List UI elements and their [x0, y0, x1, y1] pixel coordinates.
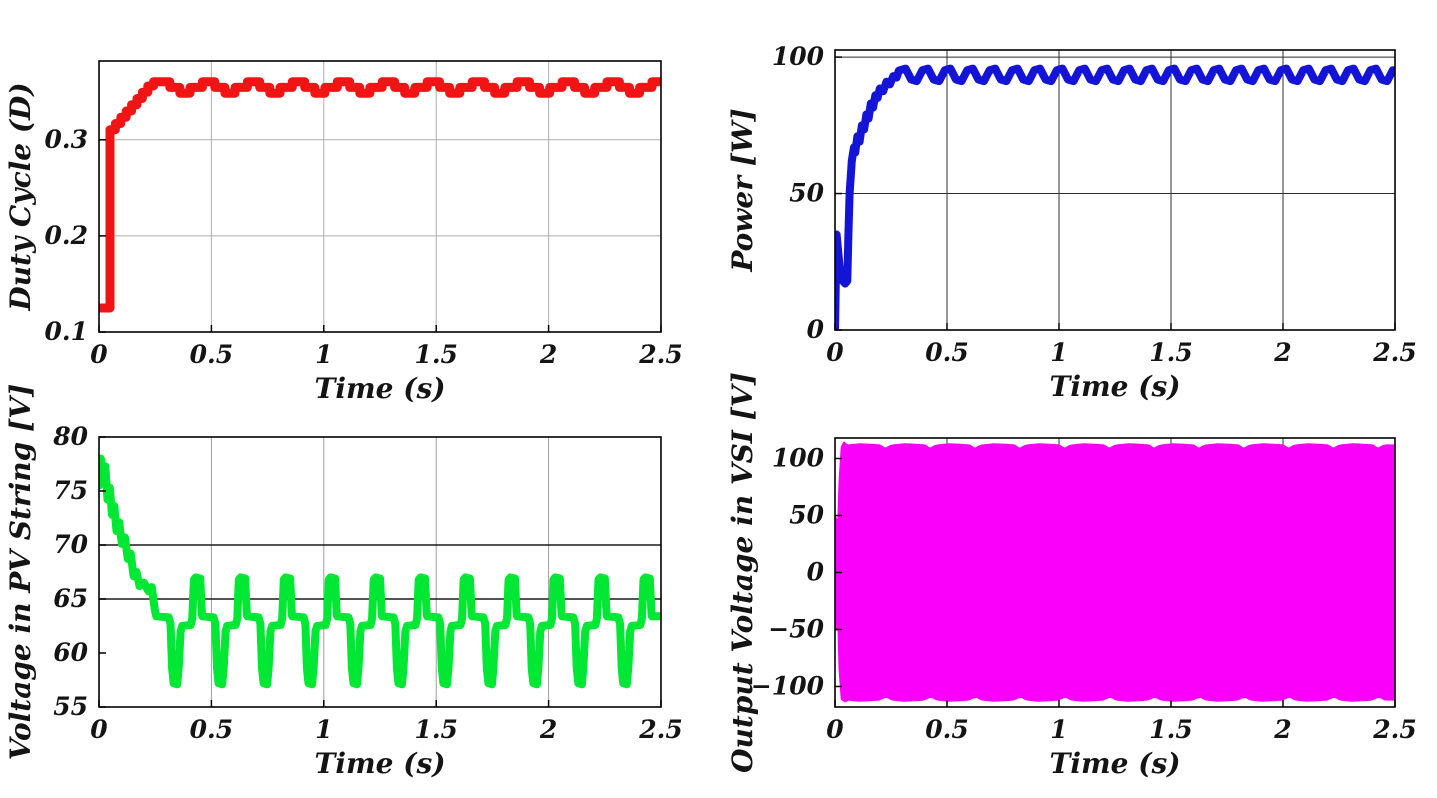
duty-cycle-x-axis-label: Time (s) — [315, 372, 446, 405]
power-x-tick-label: 0 — [826, 338, 844, 367]
power-x-tick-label: 0.5 — [925, 338, 969, 367]
power-y-tick-label: 50 — [789, 179, 824, 208]
vsi-voltage-y-axis-label: Output Voltage in VSI [V] — [726, 372, 759, 773]
vsi-voltage-x-tick-label: 0.5 — [925, 715, 969, 744]
pv-voltage-axes-box — [98, 436, 662, 708]
chart-power: 0 0.5 1 1.5 2 2.5 0 50 100 Time (s) Power [W] — [726, 42, 1417, 403]
pv-voltage-line — [99, 454, 661, 689]
pv-voltage-x-tick-label: 1.5 — [414, 715, 458, 744]
duty-cycle-grid — [99, 61, 661, 332]
duty-cycle-y-tick-label: 0.1 — [45, 317, 89, 346]
pv-voltage-y-tick-label: 80 — [52, 422, 88, 451]
power-y-tick-label: 0 — [807, 315, 825, 344]
pv-voltage-y-tick-label: 65 — [53, 584, 88, 613]
vsi-voltage-y-tick-label: 100 — [772, 444, 825, 473]
pv-voltage-x-axis-label: Time (s) — [315, 747, 446, 780]
pv-voltage-y-tick-label: 55 — [53, 692, 88, 721]
power-x-tick-label: 1 — [1050, 338, 1067, 367]
pv-voltage-y-tick-label: 75 — [53, 476, 88, 505]
pv-voltage-x-tick-label: 1 — [315, 715, 332, 744]
pv-voltage-x-tick-label: 2 — [539, 715, 557, 744]
duty-cycle-y-tick-label: 0.2 — [45, 221, 89, 250]
vsi-voltage-x-tick-label: 2.5 — [1372, 715, 1417, 744]
pv-voltage-y-tick-label: 70 — [53, 530, 88, 559]
vsi-voltage-band — [835, 441, 1395, 703]
duty-cycle-x-tick-label: 0.5 — [190, 340, 234, 369]
vsi-voltage-y-tick-label: 50 — [789, 501, 824, 530]
pv-voltage-x-tick-label: 0 — [90, 715, 108, 744]
vsi-voltage-x-tick-label: 1.5 — [1149, 715, 1193, 744]
pv-voltage-series — [99, 454, 661, 689]
duty-cycle-y-axis-label: Duty Cycle (D) — [4, 82, 37, 311]
duty-cycle-x-tick-label: 1.5 — [414, 340, 458, 369]
power-y-tick-label: 100 — [772, 42, 825, 71]
vsi-voltage-y-tick-label: −50 — [768, 614, 824, 643]
vsi-voltage-x-tick-label: 0 — [826, 715, 844, 744]
duty-cycle-axes-box — [98, 60, 662, 333]
power-x-axis-label: Time (s) — [1050, 370, 1181, 403]
duty-cycle-series — [99, 77, 661, 313]
chart-duty-cycle: 0 0.5 1 1.5 2 2.5 0.1 0.2 0.3 Time (s) Duty Cycle … — [4, 60, 683, 405]
duty-cycle-x-tick-label: 2 — [539, 340, 557, 369]
power-x-tick-label: 2 — [1273, 338, 1291, 367]
vsi-voltage-x-tick-label: 2 — [1273, 715, 1291, 744]
duty-cycle-x-tick-label: 0 — [90, 340, 108, 369]
vsi-voltage-y-tick-label: −100 — [751, 671, 825, 700]
pv-voltage-x-tick-label: 2.5 — [638, 715, 683, 744]
duty-cycle-x-tick-label: 1 — [315, 340, 332, 369]
duty-cycle-y-tick-label: 0.3 — [45, 125, 89, 154]
power-series — [835, 64, 1395, 330]
duty-cycle-x-tick-label: 2.5 — [638, 340, 683, 369]
power-line — [835, 64, 1395, 330]
pv-voltage-y-axis-label: Voltage in PV String [V] — [4, 384, 37, 760]
vsi-voltage-x-tick-label: 1 — [1050, 715, 1067, 744]
power-x-tick-label: 2.5 — [1372, 338, 1417, 367]
vsi-voltage-x-axis-label: Time (s) — [1050, 747, 1181, 780]
duty-cycle-line — [99, 77, 661, 313]
power-x-tick-label: 1.5 — [1149, 338, 1193, 367]
pv-voltage-x-tick-label: 0.5 — [190, 715, 234, 744]
power-axes-box — [834, 49, 1396, 331]
power-grid — [835, 50, 1395, 330]
vsi-voltage-y-tick-label: 0 — [807, 558, 825, 587]
chart-pv-voltage: 0 0.5 1 1.5 2 2.5 55 60 65 70 75 80 Time (s) Voltage … — [4, 384, 683, 780]
power-y-axis-label: Power [W] — [726, 108, 759, 272]
vsi-voltage-series — [835, 441, 1395, 703]
pv-voltage-y-tick-label: 60 — [53, 638, 88, 667]
chart-vsi-voltage: 0 0.5 1 1.5 2 2.5 −100 −50 0 50 100 Time (s) Output … — [726, 372, 1417, 780]
